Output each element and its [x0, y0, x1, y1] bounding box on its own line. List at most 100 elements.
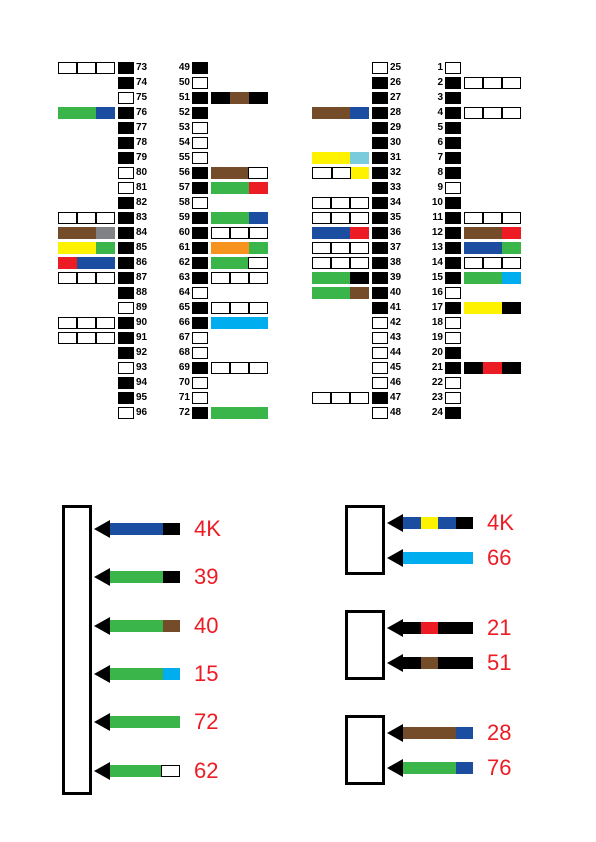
pin-row: 92 [58, 345, 154, 360]
pin-row: 87 [58, 270, 154, 285]
wire-segment [163, 668, 181, 680]
wire-segment [249, 242, 268, 254]
wire-segment [312, 212, 331, 224]
wire-segment [58, 62, 77, 74]
pin-row: 58 [172, 195, 268, 210]
wire-segment [230, 302, 249, 314]
wire-segment [249, 317, 268, 329]
pin-number: 59 [172, 212, 190, 223]
pin-number: 16 [425, 287, 443, 298]
pin-number: 52 [172, 107, 190, 118]
wire-slot [58, 317, 115, 329]
pin-number: 38 [390, 257, 408, 268]
pin-box [118, 197, 134, 209]
pin-number: 68 [172, 347, 190, 358]
legend-connector-box [345, 715, 385, 785]
pin-number: 24 [425, 407, 443, 418]
pin-number: 94 [136, 377, 154, 388]
pin-number: 18 [425, 317, 443, 328]
pin-row: 69 [172, 360, 268, 375]
wire-segment [145, 620, 163, 632]
pin-number: 91 [136, 332, 154, 343]
pin-number: 60 [172, 227, 190, 238]
legend-item: 62 [94, 758, 221, 784]
legend-connector-box [62, 505, 92, 795]
pin-row: 6 [425, 135, 521, 150]
wire-segment [58, 317, 77, 329]
pin-row: 71 [172, 390, 268, 405]
pin-number: 67 [172, 332, 190, 343]
pin-row: 46 [312, 375, 408, 390]
wire-slot [211, 242, 268, 254]
pin-box [192, 362, 208, 374]
pin-number: 45 [390, 362, 408, 373]
pin-row: 61 [172, 240, 268, 255]
pin-row: 7 [425, 150, 521, 165]
pin-number: 74 [136, 77, 154, 88]
pin-row: 9 [425, 180, 521, 195]
pin-row: 25 [312, 60, 408, 75]
pin-number: 85 [136, 242, 154, 253]
legend-item: 15 [94, 661, 221, 687]
arrow-icon [387, 619, 403, 637]
wire-segment [58, 257, 77, 269]
wire [58, 272, 115, 284]
wire-segment [502, 227, 521, 239]
pin-box [192, 407, 208, 419]
arrow-icon [94, 520, 110, 538]
legend-connector-box [345, 505, 385, 575]
wire-slot [464, 242, 521, 254]
wire-segment [350, 257, 369, 269]
pin-box [372, 137, 388, 149]
legend-wire [403, 657, 473, 669]
pin-number: 88 [136, 287, 154, 298]
wire-segment [163, 523, 181, 535]
pin-box [445, 302, 461, 314]
wire-segment [58, 332, 77, 344]
pin-box [372, 302, 388, 314]
pin-number: 53 [172, 122, 190, 133]
wire [211, 212, 268, 224]
pin-row: 17 [425, 300, 521, 315]
pin-row: 74 [58, 75, 154, 90]
wire-segment [403, 762, 421, 774]
pin-number: 46 [390, 377, 408, 388]
wire-segment [502, 272, 521, 284]
pin-box [372, 77, 388, 89]
pin-number: 73 [136, 62, 154, 73]
pin-number: 11 [425, 212, 443, 223]
legend-label: 21 [487, 615, 511, 641]
wire-segment [502, 107, 521, 119]
wire-segment [96, 257, 115, 269]
wire-segment [229, 167, 247, 179]
wire-segment [312, 107, 331, 119]
wire-segment [456, 727, 474, 739]
pin-box [118, 182, 134, 194]
wire-segment [110, 620, 128, 632]
pin-box [192, 272, 208, 284]
wire-segment [58, 227, 77, 239]
wire-segment [249, 362, 268, 374]
pin-row: 39 [312, 270, 408, 285]
pin-row: 27 [312, 90, 408, 105]
pin-row: 11 [425, 210, 521, 225]
pin-number: 8 [425, 167, 443, 178]
wire-segment [211, 257, 229, 269]
pin-number: 82 [136, 197, 154, 208]
pin-box [118, 227, 134, 239]
wire-segment [230, 362, 249, 374]
pin-row: 20 [425, 345, 521, 360]
pin-row: 68 [172, 345, 268, 360]
wire-segment [438, 762, 456, 774]
wire-segment [483, 242, 502, 254]
wire [464, 242, 521, 254]
wire-slot [58, 62, 115, 74]
pin-row: 94 [58, 375, 154, 390]
pin-number: 10 [425, 197, 443, 208]
pin-number: 57 [172, 182, 190, 193]
pin-number: 76 [136, 107, 154, 118]
pin-row: 84 [58, 225, 154, 240]
pin-row: 50 [172, 75, 268, 90]
pin-number: 12 [425, 227, 443, 238]
wire-segment [77, 107, 96, 119]
